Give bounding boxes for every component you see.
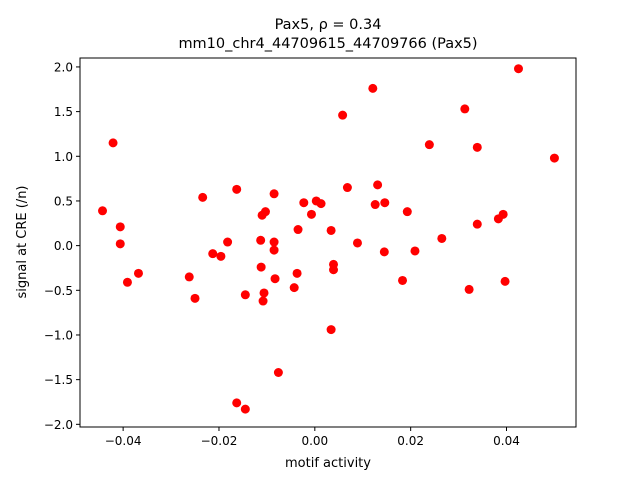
chart-title-line2: mm10_chr4_44709615_44709766 (Pax5)	[178, 36, 477, 52]
data-point	[373, 180, 383, 190]
data-point	[184, 272, 194, 282]
y-tick-label: 1.0	[54, 150, 73, 164]
y-tick-label: 0.0	[54, 239, 73, 253]
y-tick-label: −2.0	[44, 418, 73, 432]
data-point	[208, 249, 218, 259]
data-point	[338, 110, 348, 120]
data-point	[108, 138, 118, 148]
data-point	[402, 207, 412, 217]
data-point	[115, 239, 125, 249]
data-point	[370, 200, 380, 210]
data-point	[223, 237, 233, 247]
data-point	[410, 246, 420, 256]
data-point	[232, 184, 242, 194]
data-point	[472, 219, 482, 229]
data-point	[352, 238, 362, 248]
x-tick-label: 0.02	[397, 434, 424, 448]
data-point	[269, 237, 279, 247]
x-tick-label: −0.04	[105, 434, 142, 448]
data-point	[299, 198, 309, 208]
data-point	[133, 268, 143, 278]
y-axis-label: signal at CRE (/n)	[15, 185, 30, 298]
data-point	[98, 206, 108, 216]
data-point	[500, 276, 510, 286]
data-point	[256, 235, 266, 245]
chart-title-line1: Pax5, ρ = 0.34	[275, 17, 382, 33]
data-point	[198, 192, 208, 202]
data-point	[326, 225, 336, 235]
data-point	[216, 251, 226, 261]
data-point	[258, 296, 268, 306]
data-point	[260, 207, 270, 217]
y-tick-label: 1.5	[54, 105, 73, 119]
data-point	[292, 268, 302, 278]
data-point	[270, 274, 280, 284]
data-point	[437, 233, 447, 243]
data-point	[240, 290, 250, 300]
data-point	[232, 398, 242, 408]
y-tick-label: −0.5	[44, 284, 73, 298]
data-point	[256, 262, 266, 272]
data-point	[329, 259, 339, 269]
data-point	[368, 83, 378, 93]
data-point	[269, 245, 279, 255]
y-tick-label: 0.5	[54, 194, 73, 208]
data-point	[269, 189, 279, 199]
data-point	[326, 325, 336, 335]
data-point	[273, 368, 283, 377]
y-tick-label: −1.0	[44, 328, 73, 342]
data-point	[498, 209, 508, 219]
data-point	[259, 288, 269, 298]
data-point	[293, 225, 303, 235]
data-point	[342, 183, 352, 193]
x-axis-label: motif activity	[285, 456, 371, 471]
x-tick-label: 0.04	[493, 434, 520, 448]
data-point	[513, 64, 523, 74]
plot-frame	[79, 57, 577, 428]
data-point	[424, 140, 434, 150]
data-point	[460, 104, 470, 114]
x-tick-label: 0.00	[301, 434, 328, 448]
data-point	[549, 153, 559, 163]
data-point	[190, 293, 200, 303]
data-points	[98, 64, 559, 414]
data-point	[115, 222, 125, 232]
data-point	[306, 209, 316, 219]
x-axis-ticks: −0.04 −0.02 0.00 0.02 0.04	[105, 427, 520, 448]
y-axis-ticks: −2.0 −1.5 −1.0 −0.5 0.0 0.5 1.0 1.5 2.0	[44, 60, 80, 432]
data-point	[240, 404, 250, 414]
data-point	[316, 199, 326, 209]
y-tick-label: −1.5	[44, 373, 73, 387]
data-point	[289, 283, 299, 293]
data-point	[380, 198, 390, 208]
data-point	[122, 277, 132, 287]
data-point	[379, 247, 389, 257]
y-tick-label: 2.0	[54, 60, 73, 74]
data-point	[472, 142, 482, 152]
x-tick-label: −0.02	[201, 434, 238, 448]
data-point	[398, 275, 408, 285]
data-point	[464, 284, 474, 294]
